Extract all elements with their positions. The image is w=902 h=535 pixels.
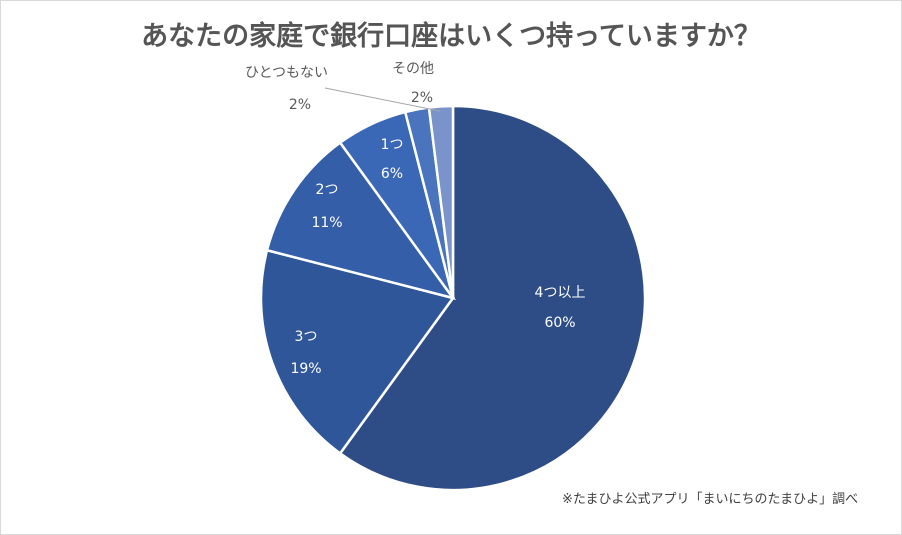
pie-slice-0 (338, 104, 647, 492)
slice-label-0: 4つ以上 (535, 285, 586, 301)
slice-value-label-2: 11% (311, 215, 342, 231)
slice-label-3: 1つ (381, 137, 404, 153)
slice-label-4: ひとつもない (245, 65, 328, 81)
source-footnote: ※たまひよ公式アプリ「まいにちのたまひよ」調べ (562, 492, 859, 507)
pie-slice-5 (427, 104, 455, 299)
slice-label-1: 3つ (295, 329, 318, 345)
slice-value-label-4: 2% (289, 97, 311, 113)
slice-value-label-1: 19% (290, 361, 321, 377)
slice-label-5: その他 (392, 61, 434, 77)
pie-slice-2 (265, 140, 457, 301)
slice-value-label-0: 60% (544, 315, 575, 331)
slice-value-label-3: 6% (381, 166, 403, 182)
chart-title: あなたの家庭で銀行口座はいくつ持っていますか？ (141, 21, 761, 52)
pie-slice-1 (259, 248, 456, 456)
slice-label-2: 2つ (316, 182, 339, 198)
slice-value-label-5: 2% (411, 90, 433, 106)
leader-line-4 (324, 87, 441, 112)
